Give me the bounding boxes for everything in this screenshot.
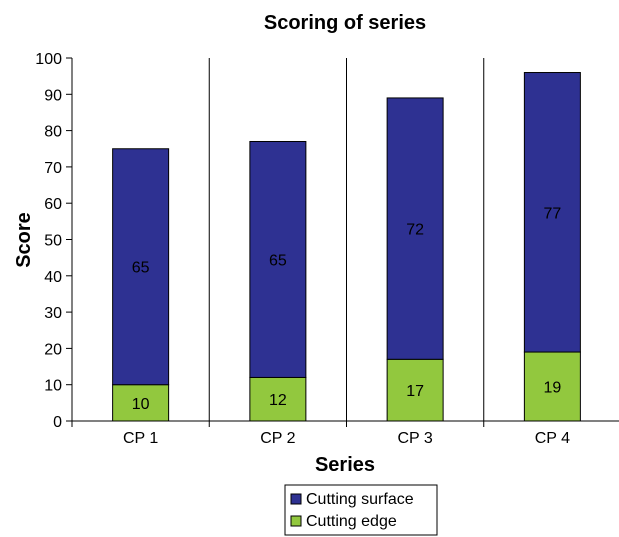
x-axis-title: Series [315,454,375,476]
y-tick-label: 0 [53,414,62,431]
data-label-cutting-edge: 17 [406,383,424,400]
legend-label: Cutting edge [306,513,397,530]
y-tick-label: 40 [44,269,62,286]
legend: Cutting surface Cutting edge [284,484,438,536]
y-axis-title: Score [13,212,35,268]
x-tick-label: CP 3 [397,430,432,447]
y-tick-label: 90 [44,87,62,104]
bar-cutting-edge [386,358,444,422]
y-tick-label: 30 [44,305,62,322]
legend-box [284,484,438,536]
y-tick-label: 50 [44,233,62,250]
chart-title: Scoring of series [264,12,426,34]
x-tick-label: CP 4 [535,430,570,447]
bar-cutting-edge [112,384,170,422]
bar-cutting-surface [112,148,170,386]
legend-swatch [290,493,302,505]
data-label-cutting-surface: 72 [406,222,424,239]
bar-cutting-surface [249,140,307,378]
data-label-cutting-edge: 12 [269,392,287,409]
data-label-cutting-edge: 10 [132,396,150,413]
data-label-cutting-surface: 77 [543,205,561,222]
x-tick-label: CP 1 [123,430,158,447]
bar-cutting-edge [523,351,581,422]
legend-label: Cutting surface [306,491,414,508]
plot-area: 0 10 20 30 40 50 60 70 80 90 100 10 65 CP 1 12 65 CP 2 17… [35,51,619,447]
bar-cutting-surface [386,97,444,360]
y-tick-label: 10 [44,378,62,395]
x-tick-label: CP 2 [260,430,295,447]
bar-cutting-edge [249,376,307,422]
y-tick-label: 70 [44,160,62,177]
data-label-cutting-surface: 65 [132,260,150,277]
data-label-cutting-edge: 19 [543,380,561,397]
y-tick-label: 80 [44,124,62,141]
y-tick-label: 20 [44,341,62,358]
data-label-cutting-surface: 65 [269,252,287,269]
y-tick-label: 60 [44,196,62,213]
legend-swatch [290,515,302,527]
bar-cutting-surface [523,72,581,353]
y-tick-label: 100 [35,51,62,68]
